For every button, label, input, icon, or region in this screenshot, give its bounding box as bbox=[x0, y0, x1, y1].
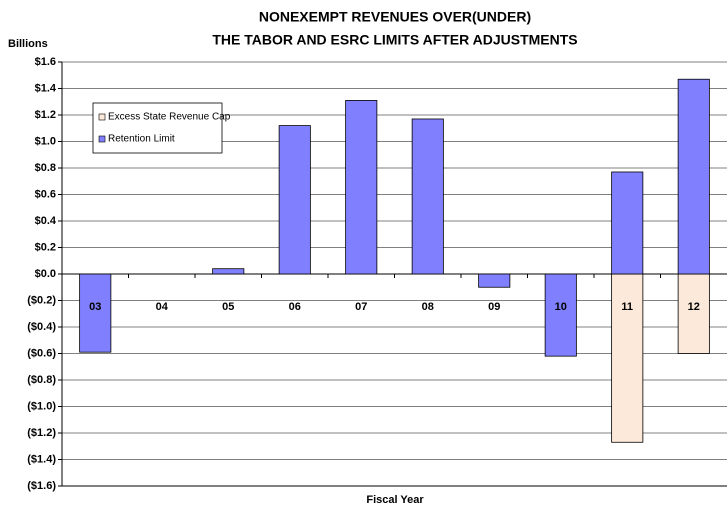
x-tick-label: 03 bbox=[89, 301, 101, 313]
x-tick-label: 10 bbox=[555, 301, 567, 313]
y-tick-label: $0.8 bbox=[35, 162, 56, 174]
bar bbox=[611, 171, 644, 275]
y-tick-label: $0.4 bbox=[35, 215, 57, 227]
x-tick-label: 06 bbox=[289, 301, 301, 313]
x-tick-label: 12 bbox=[688, 301, 700, 313]
legend-label: Retention Limit bbox=[108, 134, 175, 145]
x-tick-label: 07 bbox=[355, 301, 367, 313]
y-tick-label: $1.2 bbox=[35, 109, 56, 121]
x-tick-label: 08 bbox=[422, 301, 434, 313]
bar bbox=[677, 273, 710, 354]
chart-title: THE TABOR AND ESRC LIMITS AFTER ADJUSTME… bbox=[212, 32, 577, 48]
bar bbox=[79, 273, 112, 353]
bar bbox=[677, 78, 710, 275]
bar bbox=[345, 100, 378, 275]
bar bbox=[611, 273, 644, 443]
y-tick-label: $1.0 bbox=[35, 135, 56, 147]
y-tick-label: $1.4 bbox=[35, 82, 57, 94]
legend-swatch bbox=[98, 135, 106, 143]
y-axis-label: Billions bbox=[8, 38, 48, 50]
y-tick-label: ($1.6) bbox=[27, 480, 56, 492]
bar bbox=[478, 273, 511, 288]
x-tick-label: 04 bbox=[156, 301, 169, 313]
legend-box bbox=[92, 102, 223, 154]
x-tick-label: 09 bbox=[488, 301, 500, 313]
y-tick-label: ($0.6) bbox=[27, 347, 56, 359]
x-axis-label: Fiscal Year bbox=[366, 494, 424, 506]
y-tick-label: $0.0 bbox=[35, 268, 56, 280]
y-tick-label: ($1.2) bbox=[27, 427, 56, 439]
y-tick-label: $0.6 bbox=[35, 188, 56, 200]
legend-swatch bbox=[98, 113, 106, 121]
bar bbox=[278, 125, 311, 275]
x-tick-label: 05 bbox=[222, 301, 234, 313]
y-tick-label: ($0.2) bbox=[27, 294, 56, 306]
chart-title: NONEXEMPT REVENUES OVER(UNDER) bbox=[259, 9, 531, 25]
y-tick-label: ($1.0) bbox=[27, 400, 56, 412]
y-tick-label: $1.6 bbox=[35, 56, 56, 68]
y-tick-label: $0.2 bbox=[35, 241, 56, 253]
y-tick-label: ($0.8) bbox=[27, 374, 56, 386]
bar bbox=[411, 118, 444, 275]
legend-label: Excess State Revenue Cap bbox=[108, 112, 231, 123]
y-tick-label: ($1.4) bbox=[27, 453, 56, 465]
bar bbox=[212, 268, 245, 275]
x-tick-label: 11 bbox=[621, 301, 633, 313]
bar bbox=[544, 273, 577, 357]
y-tick-label: ($0.4) bbox=[27, 321, 56, 333]
